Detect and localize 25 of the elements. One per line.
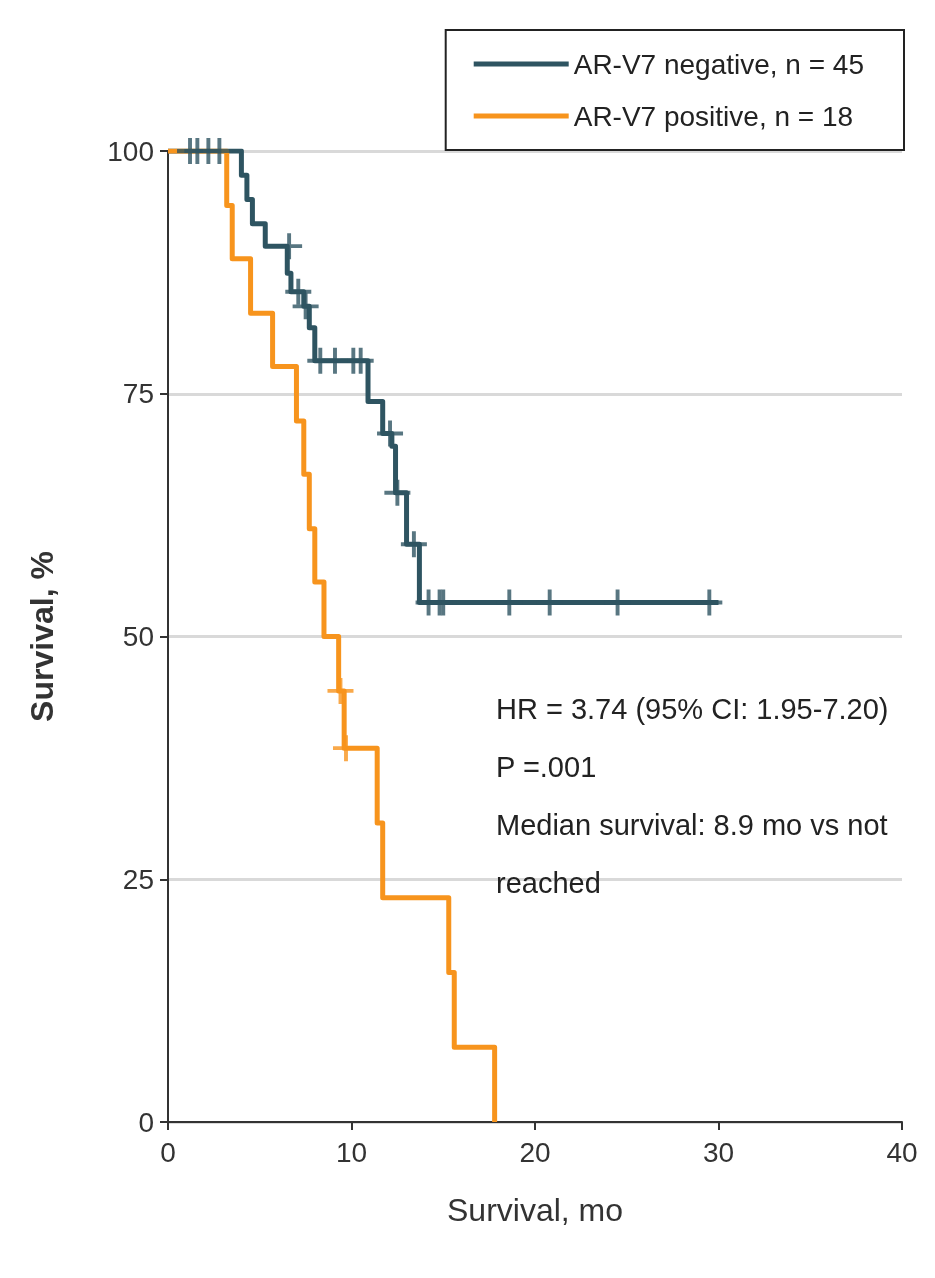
point (292, 293, 319, 320)
point (327, 677, 354, 704)
x-tick-label: 30 (702, 1136, 735, 1168)
point (206, 138, 233, 164)
annotation: Median survival: 8.9 mo vs not reached (496, 809, 896, 899)
legend-label: AR-V7 positive, n = 18 (573, 100, 854, 132)
y-tick-label: 25 (122, 863, 154, 895)
point (285, 278, 312, 305)
x-tick-label: 10 (335, 1136, 368, 1168)
point (377, 420, 404, 447)
annotation: HR = 3.74 (95% CI: 1.95-7.20) (496, 693, 889, 725)
x-axis-title: Survival, mo (446, 1192, 624, 1228)
y-tick-label: 50 (122, 621, 154, 652)
point (347, 347, 374, 374)
y-tick-label: 0 (138, 1106, 154, 1138)
x-tick-label: 20 (519, 1136, 551, 1168)
y-axis-title: Survival, % (24, 551, 60, 722)
x-tick-label: 0 (160, 1136, 176, 1168)
point (384, 479, 411, 506)
y-tick-label: 75 (122, 378, 154, 410)
legend-label: AR-V7 negative, n = 45 (573, 48, 864, 80)
y-tick-label: 100 (107, 135, 154, 167)
point (400, 531, 427, 558)
annotation: P =.001 (496, 751, 597, 783)
x-tick-label: 40 (886, 1136, 918, 1168)
